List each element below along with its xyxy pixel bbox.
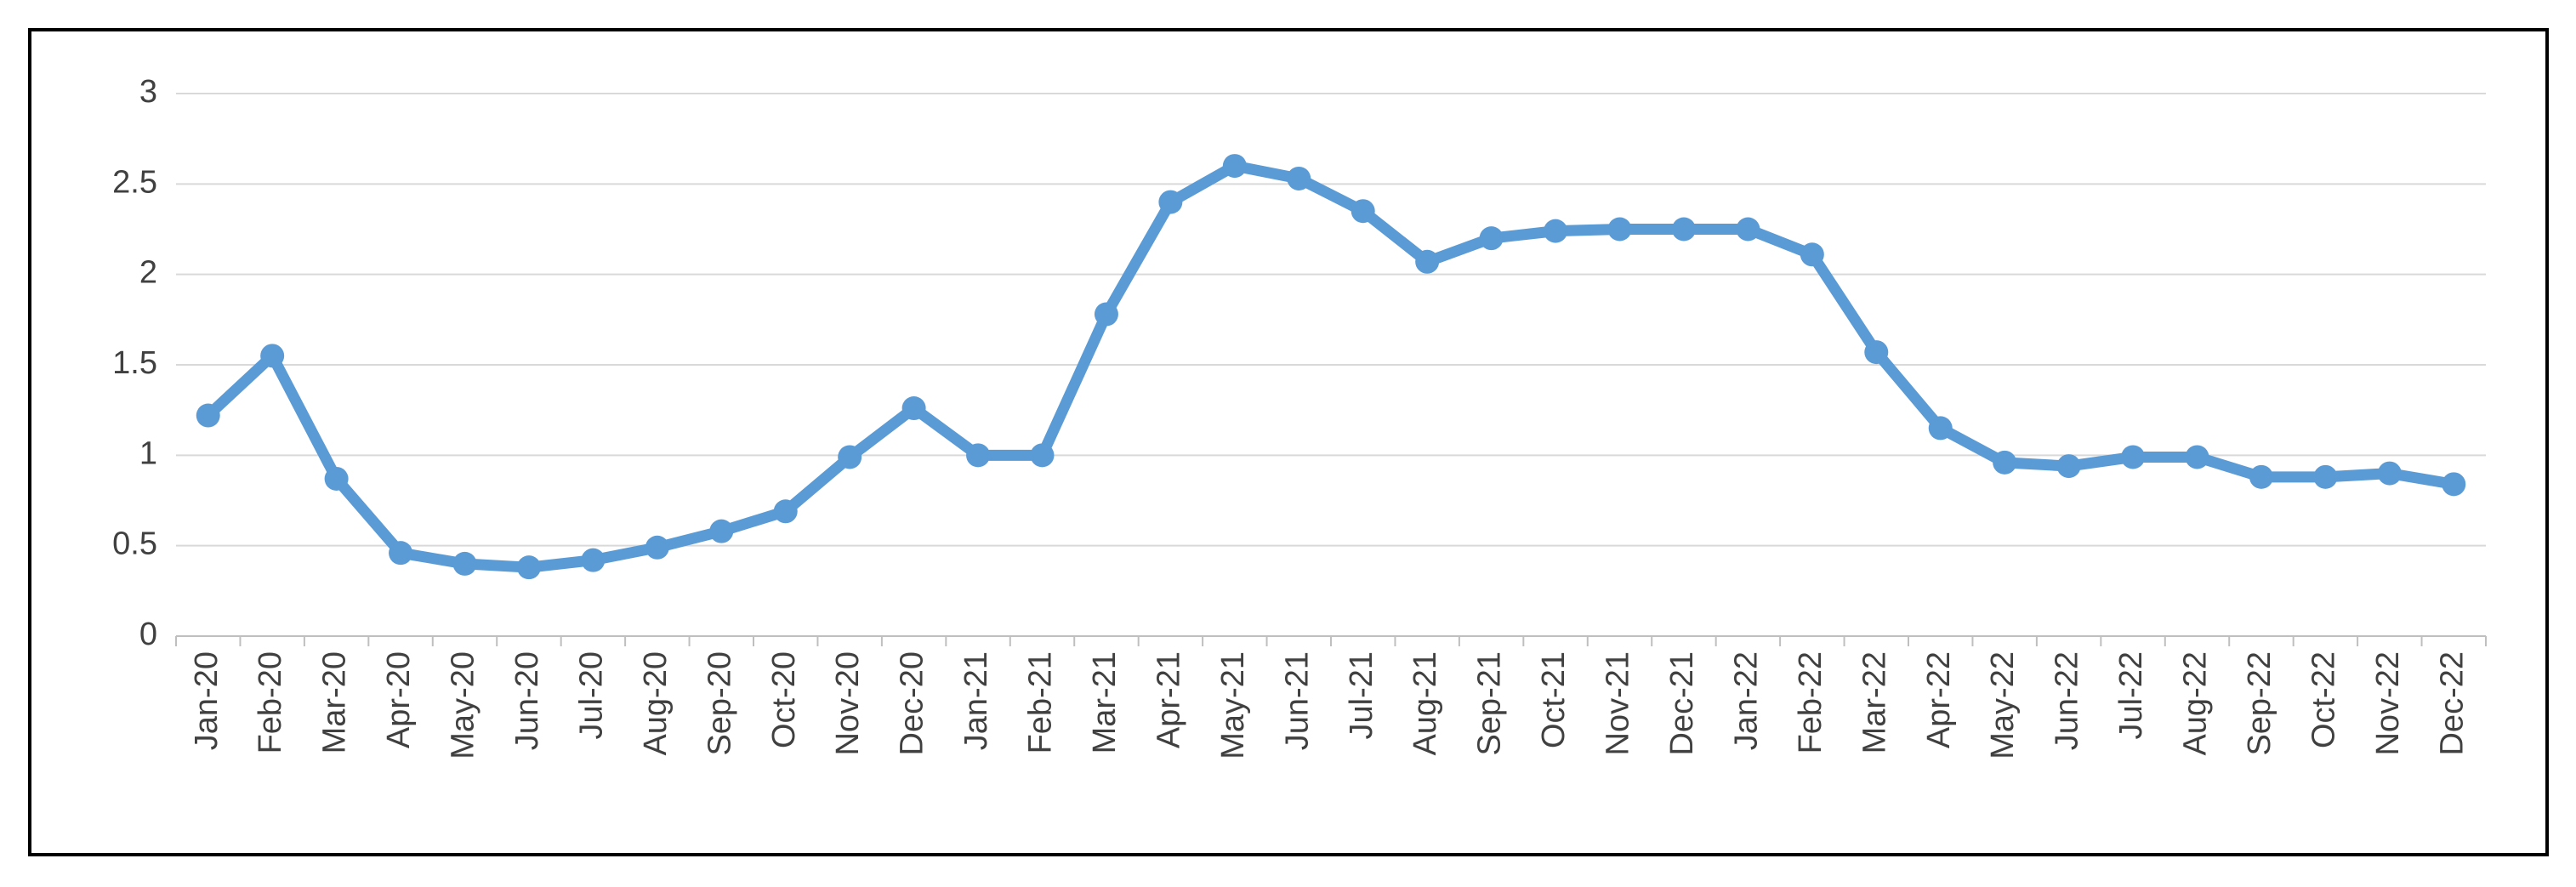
x-tick-label: Apr-22 [1921, 651, 1957, 748]
x-tick-label: Nov-22 [2370, 651, 2406, 756]
x-tick-label: May-22 [1985, 651, 2021, 759]
data-point [901, 396, 926, 421]
data-point [1864, 340, 1889, 365]
x-tick-label: Oct-21 [1536, 651, 1572, 748]
x-tick-label: Jan-21 [958, 651, 994, 750]
data-point [1800, 242, 1824, 267]
x-tick-label: Feb-22 [1793, 651, 1828, 753]
x-tick-label: Sep-21 [1472, 651, 1508, 756]
data-point [1030, 443, 1055, 468]
x-tick-label: Sep-20 [702, 651, 737, 756]
x-tick-label: Sep-22 [2242, 651, 2277, 756]
data-point [2249, 464, 2273, 489]
data-point [196, 403, 220, 428]
data-point [452, 551, 477, 576]
y-tick-label: 1 [139, 435, 157, 471]
y-tick-label: 2.5 [112, 164, 157, 200]
y-tick-label: 1.5 [112, 345, 157, 381]
data-point [260, 344, 285, 368]
data-point [709, 519, 734, 543]
data-point [1671, 217, 1696, 242]
data-point [1094, 302, 1118, 327]
x-tick-label: Oct-20 [766, 651, 802, 748]
x-tick-label: Nov-21 [1601, 651, 1636, 756]
data-point [1544, 219, 1568, 243]
x-tick-label: Feb-20 [253, 651, 288, 753]
y-tick-label: 2 [139, 255, 157, 291]
x-tick-label: Jul-21 [1344, 651, 1379, 740]
x-tick-label: May-20 [446, 651, 481, 759]
x-tick-label: Jul-20 [573, 651, 609, 740]
data-point [838, 445, 862, 469]
x-tick-label: Mar-21 [1087, 651, 1123, 753]
data-point [1415, 249, 1440, 274]
data-point [516, 555, 541, 580]
data-point [324, 466, 349, 491]
y-tick-label: 0 [139, 617, 157, 652]
data-point [1351, 199, 1375, 224]
x-tick-label: Jan-22 [1728, 651, 1764, 750]
data-point [1158, 190, 1183, 214]
x-tick-label: Aug-20 [638, 651, 674, 756]
x-tick-label: Mar-20 [317, 651, 353, 753]
data-point [2056, 454, 2081, 479]
data-point [2442, 472, 2466, 497]
x-tick-label: Dec-21 [1664, 651, 1700, 756]
data-point [645, 535, 669, 560]
x-tick-label: Oct-22 [2306, 651, 2341, 748]
x-tick-label: Dec-20 [895, 651, 930, 756]
y-tick-label: 0.5 [112, 526, 157, 562]
data-point [1993, 450, 2017, 475]
data-point [1928, 416, 1953, 441]
data-point [1222, 154, 1247, 179]
x-tick-label: Aug-22 [2178, 651, 2214, 756]
x-tick-label: Jun-20 [509, 651, 545, 750]
data-point [581, 548, 606, 572]
data-point [1736, 217, 1760, 242]
data-point [2121, 445, 2146, 469]
data-point [966, 443, 991, 468]
x-tick-label: Apr-21 [1151, 651, 1186, 748]
x-tick-label: Jan-20 [189, 651, 225, 750]
x-tick-label: Jun-22 [2050, 651, 2085, 750]
data-point [1287, 166, 1311, 190]
x-tick-label: Dec-22 [2434, 651, 2470, 756]
data-point [1479, 226, 1504, 251]
x-tick-label: Mar-22 [1857, 651, 1892, 753]
x-tick-label: Feb-21 [1023, 651, 1059, 753]
x-tick-label: May-21 [1215, 651, 1251, 759]
data-point [2377, 461, 2402, 486]
x-tick-label: Aug-21 [1407, 651, 1443, 756]
x-tick-label: Jun-21 [1279, 651, 1315, 750]
y-tick-label: 3 [139, 74, 157, 110]
data-point [2313, 464, 2338, 489]
data-point [389, 541, 413, 566]
data-point [1607, 217, 1632, 242]
x-tick-label: Apr-20 [381, 651, 417, 748]
data-point [773, 499, 798, 524]
x-tick-label: Jul-22 [2113, 651, 2149, 740]
data-point [2185, 445, 2209, 469]
x-tick-label: Nov-20 [830, 651, 866, 756]
chart-border [28, 28, 2549, 856]
